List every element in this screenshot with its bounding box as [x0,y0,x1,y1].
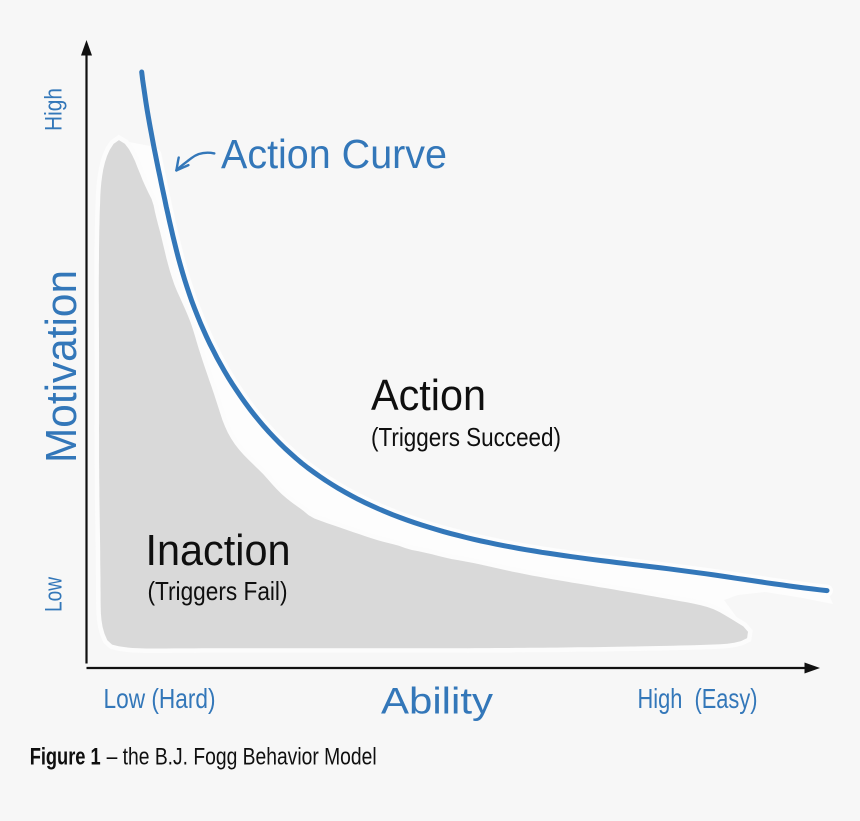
svg-text:High: High [41,88,68,131]
svg-text:Inaction: Inaction [146,526,291,575]
svg-text:– the B.J. Fogg Behavior Model: – the B.J. Fogg Behavior Model [107,744,377,771]
svg-text:Low: Low [41,576,68,612]
svg-text:High (Easy): High (Easy) [638,683,758,714]
svg-text:Low (Hard): Low (Hard) [104,683,216,714]
svg-text:Action Curve: Action Curve [221,131,447,177]
svg-text:(Triggers Fail): (Triggers Fail) [148,576,288,606]
svg-text:Action: Action [371,371,486,420]
svg-text:Figure 1: Figure 1 [30,744,101,771]
svg-text:Motivation: Motivation [37,270,86,463]
svg-text:Ability: Ability [381,680,493,722]
svg-text:(Triggers Succeed): (Triggers Succeed) [371,422,561,452]
